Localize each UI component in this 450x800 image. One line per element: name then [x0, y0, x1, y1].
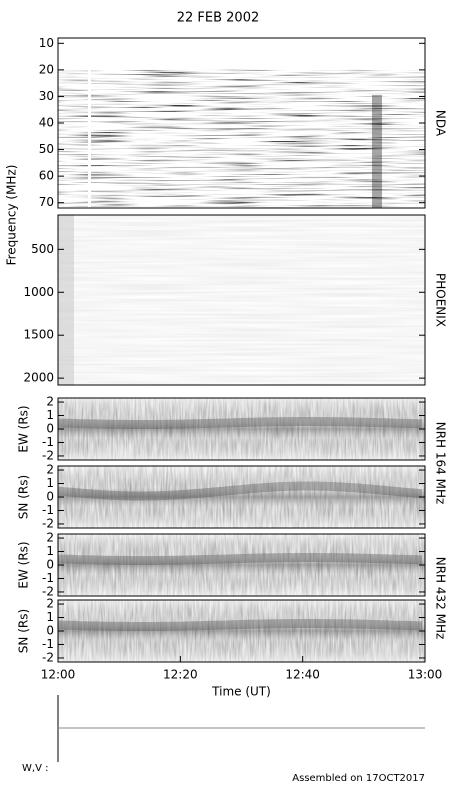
shade: [58, 600, 425, 662]
y-tick-label: -1: [42, 435, 54, 449]
y-tick-label: 2: [46, 531, 54, 545]
y-axis-label: EW (Rs): [17, 541, 31, 588]
y-axis-label: SN (Rs): [17, 475, 31, 519]
shade: [58, 466, 425, 528]
side-label: NRH 432 MHz: [434, 557, 448, 640]
burst: [372, 94, 382, 208]
y-tick-label: 1500: [23, 328, 54, 342]
shade: [58, 534, 425, 596]
y-tick-label: 1: [46, 610, 54, 624]
y-tick-label: 500: [31, 242, 54, 256]
y-tick-label: 2: [46, 463, 54, 477]
spectrogram-edge: [58, 215, 74, 385]
y-tick-label: -2: [42, 516, 54, 530]
y-axis-label: EW (Rs): [17, 405, 31, 452]
y-tick-label: 30: [39, 89, 54, 103]
y-tick-label: 60: [39, 169, 54, 183]
y-tick-label: -2: [42, 584, 54, 598]
y-axis-label: Frequency (MHz): [5, 165, 19, 266]
wv-label: W,V :: [22, 763, 48, 774]
y-tick-label: -2: [42, 448, 54, 462]
y-tick-label: 0: [46, 422, 54, 436]
side-label: NDA: [434, 110, 448, 137]
x-tick-label: 12:40: [285, 668, 320, 682]
y-tick-label: 2: [46, 395, 54, 409]
y-tick-label: 10: [39, 36, 54, 50]
y-tick-label: 0: [46, 558, 54, 572]
y-tick-label: 1: [46, 408, 54, 422]
y-tick-label: 1: [46, 476, 54, 490]
spectrogram-blank: [58, 38, 425, 70]
y-tick-label: 1: [46, 544, 54, 558]
x-tick-label: 13:00: [408, 668, 443, 682]
y-tick-label: -1: [42, 637, 54, 651]
y-tick-label: 40: [39, 116, 54, 130]
y-tick-label: 70: [39, 195, 54, 209]
y-tick-label: 1000: [23, 285, 54, 299]
spectrogram: [58, 215, 425, 385]
y-tick-label: -1: [42, 503, 54, 517]
y-tick-label: -2: [42, 650, 54, 664]
y-tick-label: 20: [39, 62, 54, 76]
y-tick-label: 0: [46, 624, 54, 638]
y-tick-label: 0: [46, 490, 54, 504]
panel-frame: [57, 214, 426, 386]
chart-title: 22 FEB 2002: [177, 11, 260, 26]
side-label: NRH 164 MHz: [434, 422, 448, 505]
shade: [58, 398, 425, 460]
y-tick-label: -1: [42, 571, 54, 585]
x-axis-label: Time (UT): [211, 685, 271, 699]
y-tick-label: 2000: [23, 371, 54, 385]
footer: Assembled on 17OCT2017: [292, 773, 425, 784]
y-tick-label: 2: [46, 597, 54, 611]
side-label: PHOENIX: [434, 273, 448, 327]
x-tick-label: 12:00: [41, 668, 76, 682]
y-axis-label: SN (Rs): [17, 609, 31, 653]
data-gap: [88, 69, 91, 208]
x-tick-label: 12:20: [163, 668, 198, 682]
y-tick-label: 50: [39, 142, 54, 156]
